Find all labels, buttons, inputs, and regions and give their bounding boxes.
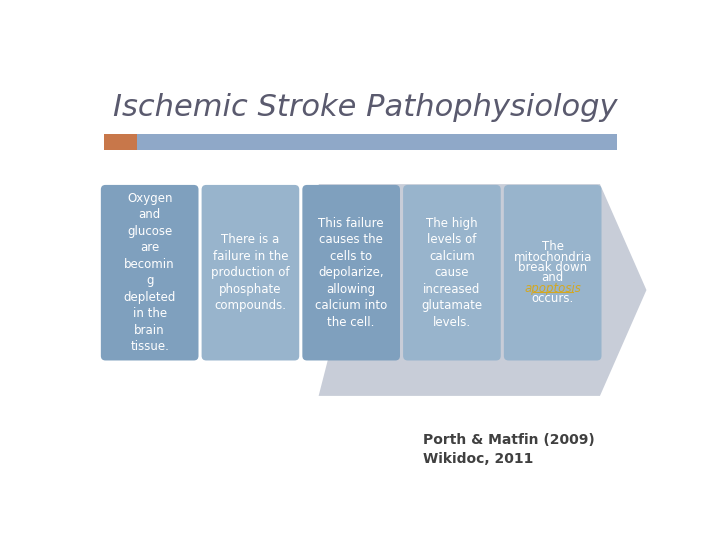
Polygon shape (319, 184, 647, 396)
Bar (137, 134, 617, 150)
Text: The: The (541, 240, 564, 253)
Text: There is a
failure in the
production of
phosphate
compounds.: There is a failure in the production of … (211, 233, 289, 312)
Text: Ischemic Stroke Pathophysiology: Ischemic Stroke Pathophysiology (113, 93, 618, 122)
FancyBboxPatch shape (403, 185, 500, 361)
FancyBboxPatch shape (101, 185, 199, 361)
FancyBboxPatch shape (302, 185, 400, 361)
Text: Oxygen
and
glucose
are
becomin
g
depleted
in the
brain
tissue.: Oxygen and glucose are becomin g deplete… (124, 192, 176, 354)
Text: break down: break down (518, 261, 588, 274)
Bar (104, 134, 137, 150)
FancyBboxPatch shape (202, 185, 300, 361)
FancyBboxPatch shape (504, 185, 601, 361)
Text: This failure
causes the
cells to
depolarize,
allowing
calcium into
the cell.: This failure causes the cells to depolar… (315, 217, 387, 329)
Text: The high
levels of
calcium
cause
increased
glutamate
levels.: The high levels of calcium cause increas… (421, 217, 482, 329)
Text: Porth & Matfin (2009)
Wikidoc, 2011: Porth & Matfin (2009) Wikidoc, 2011 (423, 433, 595, 467)
Text: apoptosis: apoptosis (524, 282, 581, 295)
Text: mitochondria: mitochondria (513, 251, 592, 264)
Text: and: and (541, 272, 564, 285)
Text: occurs.: occurs. (531, 292, 574, 305)
